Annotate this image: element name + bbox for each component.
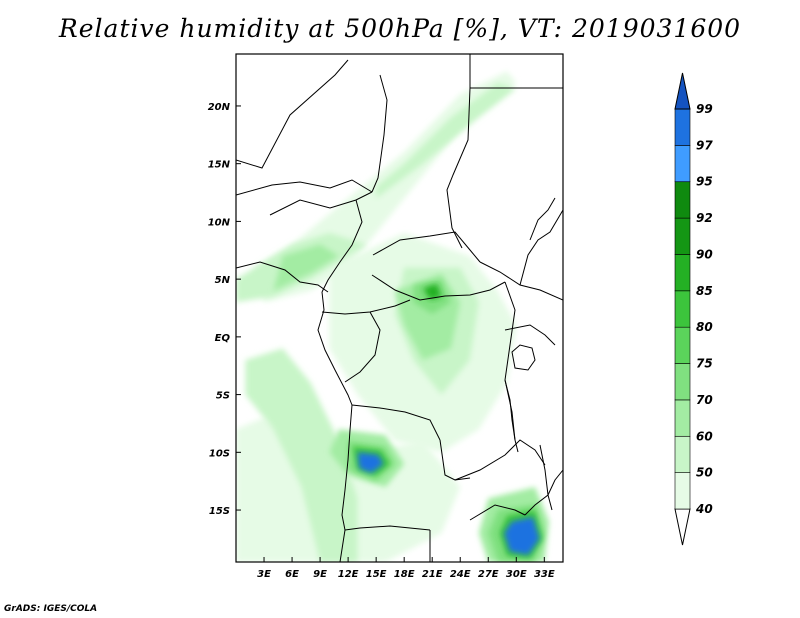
lon-tick-label: 12E: [338, 569, 359, 580]
axis-ticks: [236, 105, 545, 562]
border-sudan-ethiopia: [519, 209, 563, 286]
lat-tick-label: 5N: [215, 275, 231, 286]
border-angola-east: [439, 439, 471, 481]
colorbar-label: 75: [696, 357, 713, 371]
humidity-region: [376, 82, 517, 199]
map-title: Relative humidity at 500hPa [%], VT: 201…: [58, 14, 742, 43]
colorbar-label: 50: [696, 466, 713, 480]
colorbar-label: 97: [696, 138, 713, 152]
lon-tick-label: 27E: [478, 569, 499, 580]
lat-tick-label: EQ: [215, 333, 231, 344]
lon-tick-label: 3E: [257, 569, 271, 580]
colorbar-label: 90: [696, 247, 713, 261]
lat-tick-label: 15S: [209, 506, 230, 517]
humidity-field: [236, 71, 549, 562]
colorbar-segment: [674, 290, 691, 328]
colorbar-label: 70: [696, 393, 713, 407]
border-algeria-niger: [236, 59, 349, 169]
colorbar-label: 85: [696, 284, 713, 298]
colorbar: 40 50 60 70 75 80 85 90 92 95 97 99: [674, 72, 713, 546]
border-chad-car: [372, 231, 481, 263]
lon-tick-label: 21E: [422, 569, 443, 580]
coastline-gulf: [317, 291, 353, 406]
colorbar-bottom-arrow: [674, 508, 691, 546]
lat-tick-label: 10N: [208, 217, 231, 228]
colorbar-segment: [674, 472, 691, 510]
colorbar-label: 40: [695, 502, 713, 516]
humidity-region: [245, 348, 358, 562]
lake-tanganyika: [504, 379, 519, 453]
lon-tick-label: 30E: [506, 569, 527, 580]
colorbar-segment: [674, 145, 691, 183]
colorbar-segment: [674, 435, 691, 473]
border-car-south: [371, 274, 506, 301]
border-nigeria-cameroon: [321, 199, 363, 293]
colorbar-label: 60: [696, 429, 713, 443]
lon-tick-label: 15E: [366, 569, 387, 580]
lat-tick-label: 5S: [216, 391, 230, 402]
humidity-region: [273, 244, 339, 291]
colorbar-label: 99: [696, 102, 713, 116]
colorbar-label: 95: [696, 175, 713, 189]
lake-victoria: [511, 344, 536, 371]
lon-tick-label: 9E: [313, 569, 327, 580]
border-mali-niger: [236, 179, 373, 196]
lat-tick-label: 15N: [208, 160, 231, 171]
colorbar-segment: [674, 217, 691, 255]
border-angola-north: [351, 404, 441, 441]
border-congo-drc: [344, 311, 381, 383]
colorbar-label: 80: [696, 320, 713, 334]
colorbar-segment: [674, 181, 691, 219]
lon-tick-label: 6E: [285, 569, 299, 580]
border-angola-south: [344, 525, 431, 531]
map-frame: [235, 53, 564, 563]
lon-tick-label: 33E: [534, 569, 555, 580]
lat-tick-label: 10S: [209, 448, 230, 459]
nile-region: [529, 197, 556, 241]
border-nigeria-niger: [269, 191, 373, 216]
coastline-angola: [339, 404, 353, 562]
humidity-region: [504, 517, 540, 556]
colorbar-segment: [674, 254, 691, 292]
border-zambia: [454, 439, 546, 481]
coastline-west-africa: [236, 261, 329, 293]
lon-tick-label: 18E: [394, 569, 415, 580]
colorbar-label: 92: [696, 211, 713, 225]
humidity-region: [357, 452, 384, 474]
lon-tick-label: 24E: [450, 569, 471, 580]
colorbar-top-arrow: [674, 72, 691, 110]
border-drc-east: [504, 281, 516, 441]
colorbar-segment: [674, 326, 691, 364]
border-niger-chad: [371, 74, 388, 193]
lake-malawi: [539, 444, 553, 511]
axis-labels: 3E 6E 9E 12E 15E 18E 21E 24E 27E 30E 33E 20N 15N 10N 5…: [208, 102, 555, 580]
lat-tick-label: 20N: [208, 102, 231, 113]
country-borders: [236, 54, 563, 562]
colorbar-segment: [674, 399, 691, 437]
grads-credit: GrADS: IGES/COLA: [4, 604, 98, 614]
humidity-region: [422, 283, 442, 300]
colorbar-segment: [674, 108, 691, 146]
border-chad-sudan: [446, 87, 471, 249]
colorbar-segment: [674, 363, 691, 401]
border-uganda: [504, 324, 556, 346]
border-zimbabwe: [469, 504, 526, 521]
